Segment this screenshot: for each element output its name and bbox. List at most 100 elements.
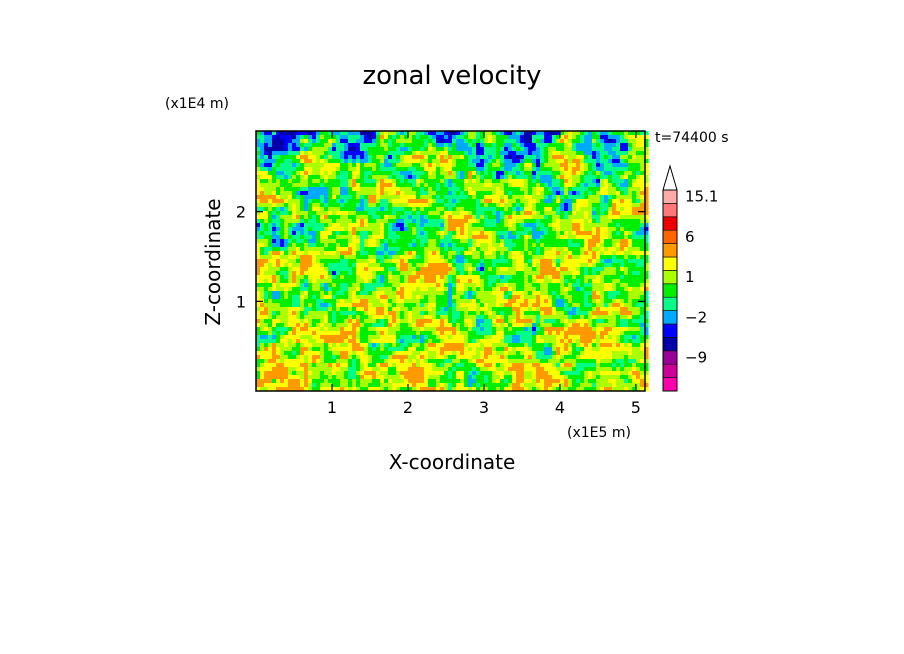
contour-cell — [380, 275, 385, 280]
contour-cell — [508, 303, 513, 308]
contour-cell — [588, 151, 593, 156]
contour-cell — [544, 163, 549, 168]
contour-cell — [404, 259, 409, 264]
contour-cell — [368, 147, 373, 152]
contour-cell — [592, 239, 597, 244]
contour-cell — [628, 151, 633, 156]
contour-cell — [508, 275, 513, 280]
contour-cell — [508, 319, 513, 324]
contour-cell — [516, 215, 521, 220]
contour-cell — [400, 143, 405, 148]
contour-cell — [340, 283, 345, 288]
contour-cell — [376, 259, 381, 264]
contour-cell — [524, 175, 529, 180]
contour-cell — [300, 323, 305, 328]
contour-cell — [464, 167, 469, 172]
contour-cell — [588, 175, 593, 180]
contour-cell — [616, 319, 621, 324]
contour-cell — [460, 167, 465, 172]
contour-cell — [644, 319, 649, 324]
contour-cell — [508, 279, 513, 284]
contour-cell — [292, 175, 297, 180]
contour-cell — [604, 263, 609, 268]
contour-cell — [624, 139, 629, 144]
contour-cell — [500, 247, 505, 252]
contour-cell — [472, 151, 477, 156]
contour-cell — [332, 259, 337, 264]
contour-cell — [448, 215, 453, 220]
contour-cell — [568, 179, 573, 184]
contour-cell — [300, 287, 305, 292]
contour-cell — [352, 295, 357, 300]
contour-cell — [448, 279, 453, 284]
contour-cell — [644, 315, 649, 320]
contour-cell — [296, 231, 301, 236]
contour-cell — [344, 167, 349, 172]
contour-cell — [528, 191, 533, 196]
contour-cell — [636, 215, 641, 220]
contour-cell — [340, 311, 345, 316]
contour-cell — [588, 167, 593, 172]
contour-cell — [524, 271, 529, 276]
contour-cell — [536, 231, 541, 236]
contour-cell — [456, 219, 461, 224]
contour-cell — [492, 299, 497, 304]
contour-cell — [616, 291, 621, 296]
contour-cell — [560, 275, 565, 280]
contour-cell — [584, 147, 589, 152]
contour-cell — [396, 135, 401, 140]
contour-cell — [436, 247, 441, 252]
contour-cell — [576, 255, 581, 260]
contour-cell — [388, 311, 393, 316]
contour-cell — [592, 299, 597, 304]
contour-cell — [384, 135, 389, 140]
contour-cell — [620, 307, 625, 312]
contour-cell — [632, 271, 637, 276]
contour-cell — [408, 307, 413, 312]
contour-cell — [460, 263, 465, 268]
contour-cell — [364, 267, 369, 272]
contour-cell — [620, 331, 625, 336]
contour-cell — [520, 271, 525, 276]
contour-cell — [600, 219, 605, 224]
contour-cell — [472, 255, 477, 260]
contour-cell — [408, 287, 413, 292]
contour-cell — [436, 271, 441, 276]
contour-cell — [624, 283, 629, 288]
contour-cell — [292, 219, 297, 224]
contour-cell — [304, 291, 309, 296]
contour-cell — [436, 307, 441, 312]
contour-cell — [276, 143, 281, 148]
contour-cell — [280, 175, 285, 180]
contour-cell — [568, 143, 573, 148]
contour-cell — [568, 219, 573, 224]
contour-cell — [524, 319, 529, 324]
contour-cell — [408, 299, 413, 304]
contour-cell — [288, 175, 293, 180]
contour-cell — [636, 195, 641, 200]
contour-cell — [464, 195, 469, 200]
contour-cell — [324, 199, 329, 204]
contour-cell — [592, 199, 597, 204]
contour-cell — [548, 135, 553, 140]
contour-cell — [544, 251, 549, 256]
contour-cell — [440, 219, 445, 224]
contour-cell — [344, 163, 349, 168]
contour-cell — [316, 283, 321, 288]
contour-cell — [556, 183, 561, 188]
contour-cell — [312, 191, 317, 196]
contour-cell — [412, 139, 417, 144]
contour-cell — [424, 295, 429, 300]
contour-cell — [528, 167, 533, 172]
contour-cell — [544, 315, 549, 320]
contour-cell — [616, 139, 621, 144]
contour-cell — [308, 283, 313, 288]
contour-cell — [460, 251, 465, 256]
contour-cell — [300, 147, 305, 152]
contour-cell — [448, 183, 453, 188]
contour-cell — [332, 199, 337, 204]
contour-cell — [420, 175, 425, 180]
contour-cell — [480, 307, 485, 312]
contour-cell — [416, 135, 421, 140]
contour-cell — [540, 155, 545, 160]
